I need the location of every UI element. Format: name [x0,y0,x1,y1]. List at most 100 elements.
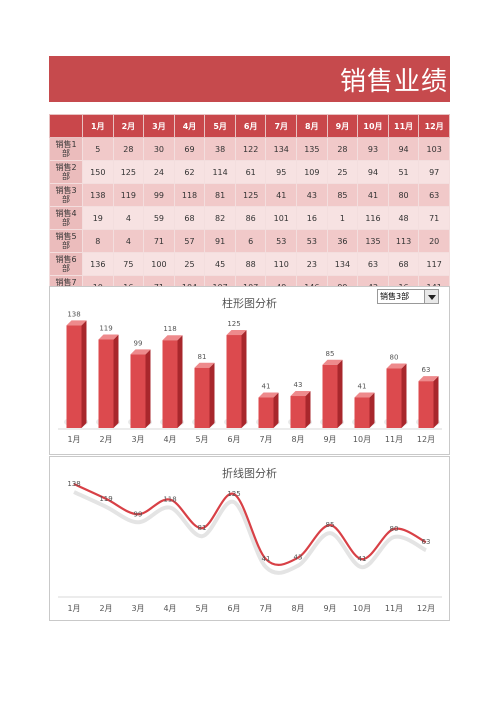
line-value-label: 43 [294,554,303,562]
bar [418,381,434,428]
table-cell: 30 [143,137,175,161]
table-body: 销售1 部 5 28 30 69 38 122 134 135 28 93 94 103 销售2 部 150 12… [49,137,450,299]
table-cell: 103 [418,137,450,161]
table-cell: 150 [82,160,114,184]
table-cell: 53 [265,229,298,253]
bar [130,354,146,428]
month-header: 5月 [204,114,236,138]
month-header: 12月 [418,114,450,138]
row-label-line1: 销售3 [55,186,77,195]
table-header-row: 1月 2月 3月 4月 5月 6月 7月 8月 9月 10月 11月 12月 [49,114,450,138]
row-label-line1: 销售4 [55,209,77,218]
table-cell: 114 [204,160,236,184]
bar-chart-panel: 柱形图分析 销售3部 138 1月 119 2月 99 3月 118 4月 81 5月 125 6月 4… [49,286,450,455]
line-chart: 138 1月 119 2月 99 3月 118 4月 81 5月 125 6月 41 7月 43 8月 85 9月… [58,480,442,613]
line-value-label: 80 [390,525,399,533]
bar-top [386,363,407,369]
x-tick-label: 5月 [195,435,208,444]
dropdown-arrow-icon[interactable] [424,290,438,303]
bar-top [354,392,375,398]
month-header: 2月 [112,114,145,138]
table-cell: 68 [173,206,206,230]
line-value-label: 85 [326,521,335,529]
table-row: 销售5 部 8 4 71 57 91 6 53 53 36 135 113 20 [49,229,450,253]
table-cell: 43 [296,183,328,207]
row-label-line2: 部 [62,195,70,204]
table-cell: 110 [265,252,298,276]
month-header: 6月 [234,114,267,138]
table-cell: 19 [82,206,114,230]
bar-top [226,330,247,336]
bar-side [209,362,215,428]
line-value-label: 41 [262,555,271,563]
bar-value-label: 81 [198,353,207,361]
table-cell: 86 [234,206,267,230]
row-label-line2: 部 [62,264,70,273]
title-banner: 销售业绩 [49,56,450,102]
table-cell: 91 [204,229,236,253]
table-cell: 119 [112,183,145,207]
bar-value-label: 63 [422,366,431,374]
line-chart-panel: 折线图分析 138 1月 119 2月 99 3月 118 4月 81 5月 125 6月 41 7月 43… [49,456,450,621]
bar-chart: 138 1月 119 2月 99 3月 118 4月 81 5月 125 6月 41 7月 43 8月 85 9月… [58,310,442,444]
table-cell: 134 [326,252,359,276]
x-tick-label: 4月 [163,435,176,444]
table-cell: 20 [418,229,450,253]
table-cell: 53 [296,229,328,253]
bar [354,397,370,428]
table-cell: 6 [234,229,267,253]
line-chart-title: 折线图分析 [222,467,277,480]
table-cell: 94 [357,160,389,184]
bar-side [81,320,87,428]
table-cell: 93 [357,137,389,161]
month-header: 8月 [296,114,328,138]
bar-top [418,376,439,382]
line-value-label: 125 [227,490,240,498]
table-cell: 62 [173,160,206,184]
table-cell: 24 [143,160,175,184]
table-cell: 1 [326,206,359,230]
table-row: 销售3 部 138 119 99 118 81 125 41 43 85 41 80 63 [49,183,450,207]
table-cell: 138 [82,183,114,207]
table-cell: 36 [326,229,359,253]
table-cell: 28 [326,137,359,161]
x-tick-label: 12月 [417,604,435,613]
x-tick-label: 5月 [195,604,208,613]
x-tick-label: 11月 [385,604,403,613]
month-header: 3月 [143,114,175,138]
table-cell: 63 [418,183,450,207]
bar-top [194,362,215,368]
line-value-label: 63 [422,538,431,546]
x-tick-label: 6月 [227,604,240,613]
bar-side [113,334,119,428]
department-select[interactable]: 销售3部 [377,289,439,304]
table-cell: 63 [357,252,389,276]
table-cell: 38 [204,137,236,161]
table-cell: 125 [112,160,145,184]
bar [322,364,338,428]
row-label-line1: 销售6 [55,255,77,264]
month-header: 1月 [82,114,114,138]
x-tick-label: 7月 [259,604,272,613]
x-tick-label: 9月 [323,604,336,613]
line-value-label: 41 [358,555,367,563]
bar-value-label: 41 [358,383,367,391]
bar [386,368,402,428]
row-label: 销售4 部 [49,206,83,230]
bar-value-label: 85 [326,350,335,358]
table-cell: 25 [326,160,359,184]
table-cell: 109 [296,160,328,184]
bar-top [290,391,311,397]
table-row: 销售6 部 136 75 100 25 45 88 110 23 134 63 68 117 [49,252,450,276]
x-tick-label: 7月 [259,435,272,444]
row-label: 销售2 部 [49,160,83,184]
table-cell: 8 [82,229,114,253]
row-label-line2: 部 [62,149,70,158]
table-cell: 69 [173,137,206,161]
table-cell: 117 [418,252,450,276]
month-header: 11月 [387,114,420,138]
bar [162,340,178,428]
table-corner-cell [49,114,83,138]
x-tick-label: 10月 [353,435,371,444]
x-tick-label: 6月 [227,435,240,444]
